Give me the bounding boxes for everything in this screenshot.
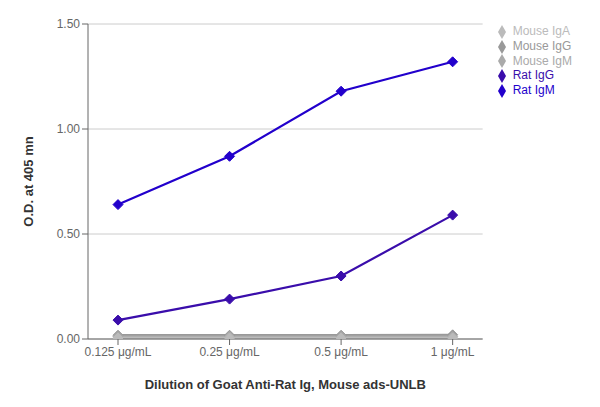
svg-text:0.125 μg/mL: 0.125 μg/mL bbox=[85, 345, 152, 359]
svg-text:Dilution of Goat Anti-Rat Ig,: Dilution of Goat Anti-Rat Ig, Mouse ads-… bbox=[145, 377, 426, 392]
svg-text:0.5 μg/mL: 0.5 μg/mL bbox=[314, 345, 368, 359]
svg-text:0.00: 0.00 bbox=[57, 332, 81, 346]
svg-text:0.25 μg/mL: 0.25 μg/mL bbox=[199, 345, 260, 359]
html-text:Mouse IgM: Mouse IgM bbox=[512, 53, 572, 68]
svg-text:1.50: 1.50 bbox=[57, 17, 81, 31]
svg-text:O.D. at 405 mn: O.D. at 405 mn bbox=[21, 136, 36, 226]
html-text:Rat IgG: Rat IgG bbox=[512, 68, 554, 83]
html-text:Mouse IgA: Mouse IgA bbox=[512, 24, 570, 38]
html-text:Rat IgM: Rat IgM bbox=[512, 83, 555, 98]
svg-text:1.00: 1.00 bbox=[57, 122, 81, 136]
html-text:Mouse IgG: Mouse IgG bbox=[512, 38, 572, 53]
svg-text:0.50: 0.50 bbox=[57, 227, 81, 241]
svg-text:1 μg/mL: 1 μg/mL bbox=[431, 345, 475, 359]
